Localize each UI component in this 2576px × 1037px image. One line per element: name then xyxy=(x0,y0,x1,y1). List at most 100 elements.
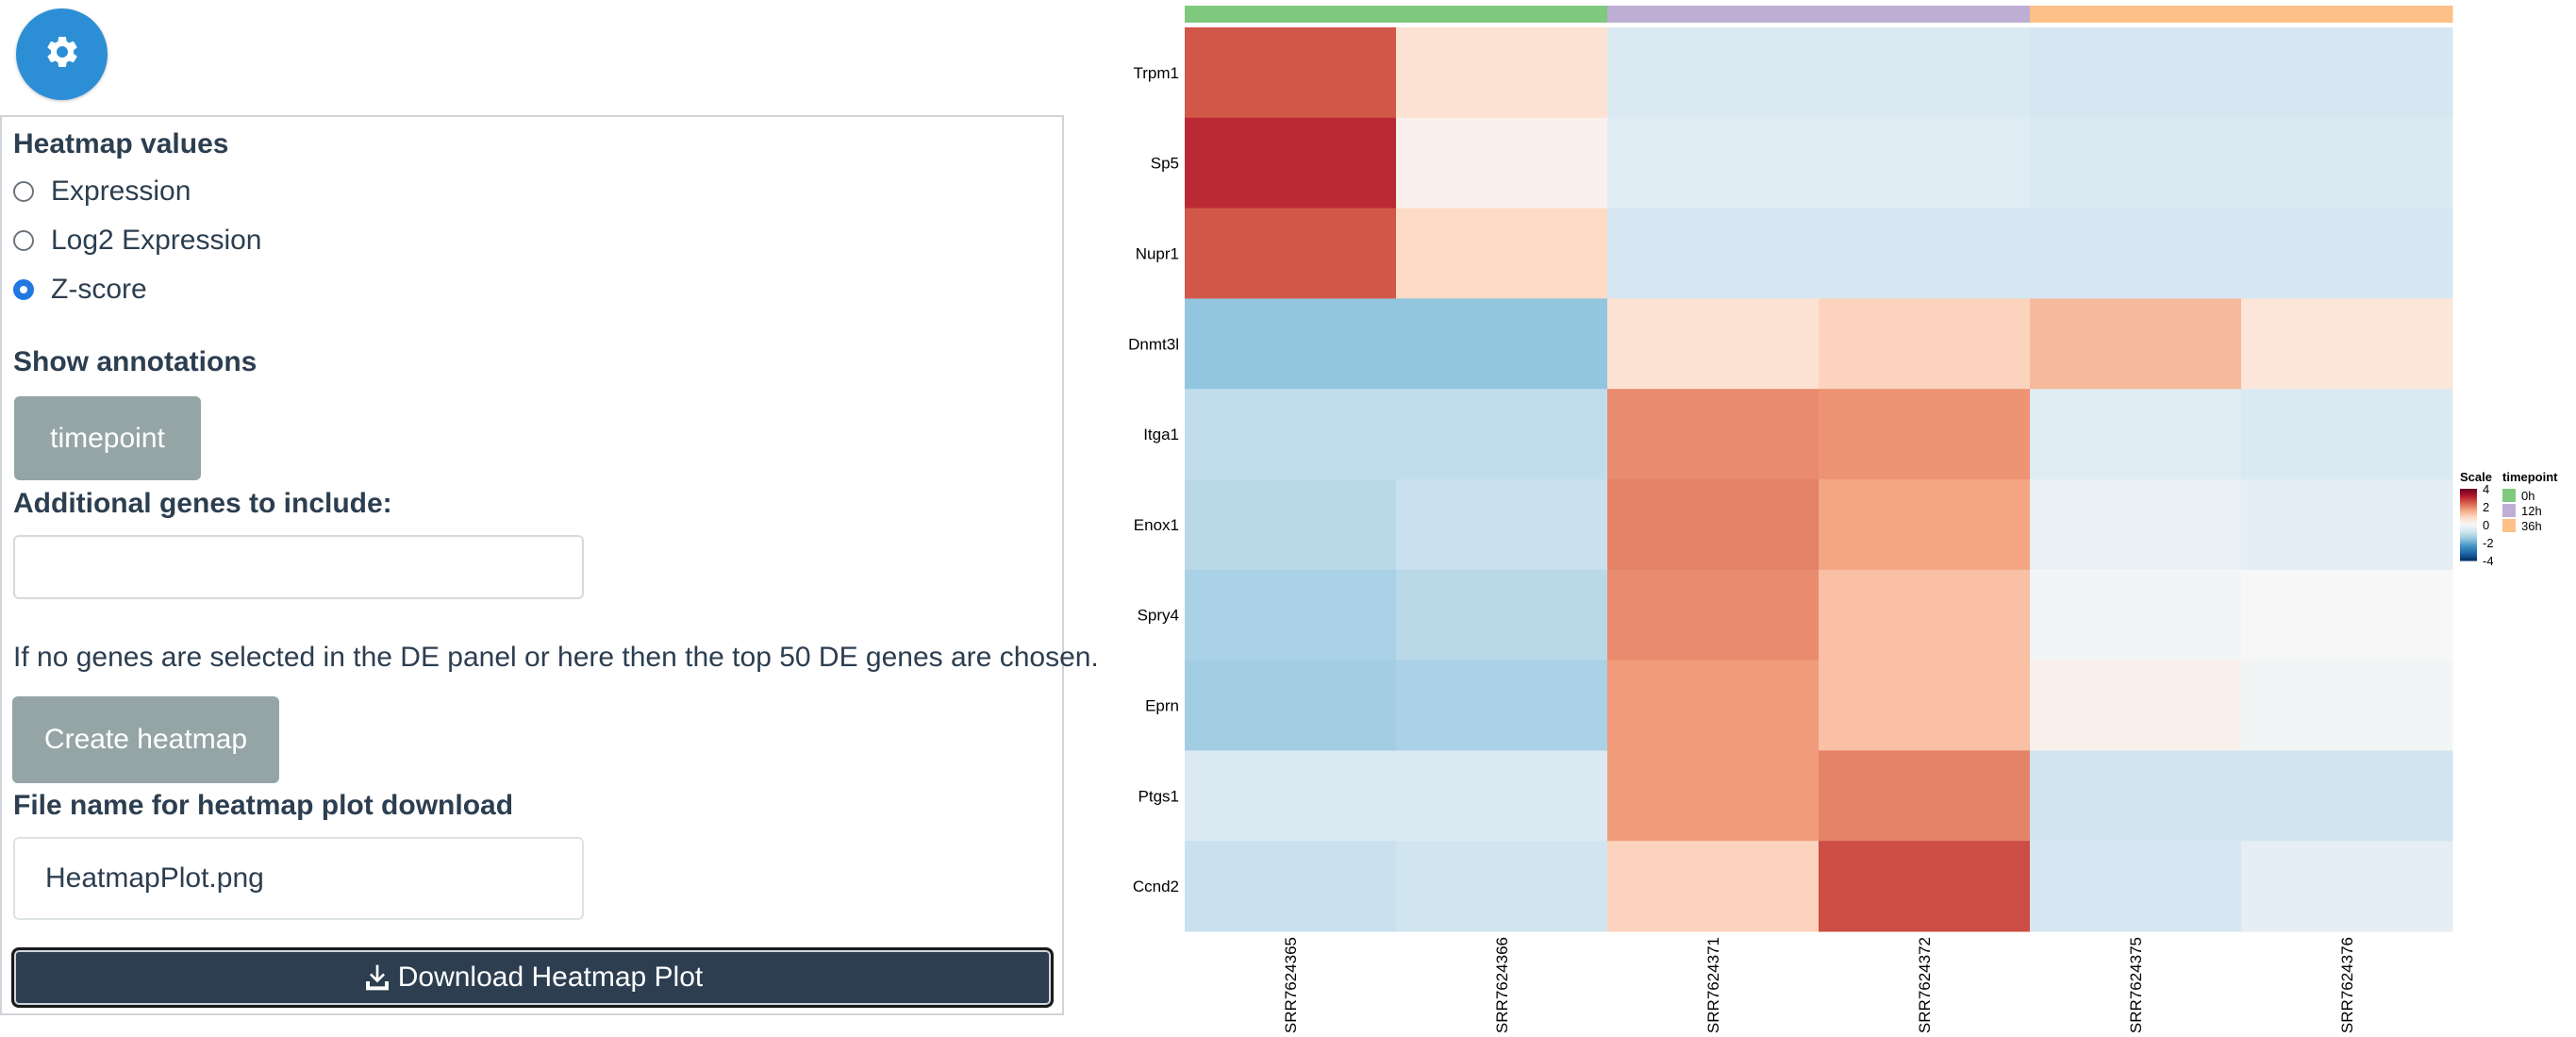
heatmap-cell xyxy=(2030,841,2242,932)
heatmap-cell xyxy=(1185,27,1397,119)
scale-gradient-step xyxy=(2460,490,2477,493)
radio-label-log2-expression: Log2 Expression xyxy=(51,225,262,256)
heatmap-cell xyxy=(2241,298,2453,390)
heatmap-cell xyxy=(1185,389,1397,480)
timepoint-annotation-bar xyxy=(1185,6,2453,23)
heatmap-cell xyxy=(1819,479,2031,571)
scale-gradient-step xyxy=(2460,519,2477,522)
heatmap-cell xyxy=(2030,117,2242,209)
heatmap-cell xyxy=(1819,569,2031,661)
radio-button[interactable] xyxy=(13,230,34,251)
heatmap-cell xyxy=(2241,841,2453,932)
scale-gradient-step xyxy=(2460,543,2477,545)
gear-icon xyxy=(43,33,81,75)
heatmap-cell xyxy=(2241,569,2453,661)
heatmap-cell xyxy=(2241,117,2453,209)
radio-label-z-score: Z-score xyxy=(51,274,147,305)
file-name-label: File name for heatmap plot download xyxy=(13,790,514,821)
heatmap-cell xyxy=(1607,750,1820,842)
scale-gradient-step xyxy=(2460,508,2477,511)
scale-gradient-step xyxy=(2460,553,2477,556)
download-heatmap-button[interactable]: Download Heatmap Plot xyxy=(11,947,1054,1008)
heatmap-cell xyxy=(2030,27,2242,119)
heatmap-cell xyxy=(1185,298,1397,390)
column-label: SRR7624371 xyxy=(1704,937,1722,1033)
radio-button-selected[interactable] xyxy=(13,279,34,300)
heatmap-cell xyxy=(2030,569,2242,661)
radio-log2-expression[interactable]: Log2 Expression xyxy=(13,225,261,257)
heatmap-cell xyxy=(1185,208,1397,299)
scale-gradient-step xyxy=(2460,529,2477,533)
radio-expression[interactable]: Expression xyxy=(13,176,191,208)
heatmap-cell xyxy=(1607,117,1820,209)
heatmap-cell xyxy=(1396,569,1608,661)
annotation-cell xyxy=(1185,6,1397,23)
heatmap-cell xyxy=(2030,389,2242,480)
heatmap-cell xyxy=(2241,208,2453,299)
scale-gradient-step xyxy=(2460,497,2477,500)
heatmap-cell xyxy=(2030,479,2242,571)
create-heatmap-button[interactable]: Create heatmap xyxy=(12,696,279,783)
additional-genes-input[interactable] xyxy=(13,535,584,599)
scale-gradient-step xyxy=(2460,495,2477,499)
heatmap-cell xyxy=(2241,389,2453,480)
annotation-cell xyxy=(2241,6,2453,23)
row-label: Dnmt3l xyxy=(1128,335,1179,353)
row-label: Sp5 xyxy=(1151,155,1179,173)
heatmap-cell xyxy=(1396,660,1608,751)
heatmap-cell xyxy=(1396,117,1608,209)
settings-button[interactable] xyxy=(16,8,108,100)
heatmap-cell xyxy=(2030,298,2242,390)
scale-gradient-step xyxy=(2460,531,2477,535)
radio-z-score[interactable]: Z-score xyxy=(13,274,147,306)
radio-button[interactable] xyxy=(13,181,34,202)
scale-gradient-step xyxy=(2460,505,2477,508)
download-icon xyxy=(362,962,392,993)
heatmap-cell xyxy=(1185,569,1397,661)
heatmap-cell xyxy=(2241,479,2453,571)
timepoint-legend-title: timepoint xyxy=(2502,470,2558,484)
file-name-input[interactable]: HeatmapPlot.png xyxy=(13,837,584,920)
heatmap-cell xyxy=(1607,298,1820,390)
row-label: Ccnd2 xyxy=(1133,878,1179,895)
heatmap-cell xyxy=(1819,27,2031,119)
scale-gradient-step xyxy=(2460,507,2477,510)
show-annotations-title: Show annotations xyxy=(13,346,258,377)
scale-gradient-step xyxy=(2460,535,2477,538)
genes-help-text: If no genes are selected in the DE panel… xyxy=(13,642,1099,673)
column-label: SRR7624366 xyxy=(1493,937,1511,1033)
scale-gradient-step xyxy=(2460,559,2477,561)
row-labels: Trpm1 Sp5 Nupr1 Dnmt3l Itga1 Enox1 Spry4 Eprn Pt… xyxy=(1128,64,1179,895)
scale-gradient-step xyxy=(2460,503,2477,506)
timepoint-legend-swatch xyxy=(2502,504,2516,517)
row-label: Spry4 xyxy=(1138,607,1179,625)
heatmap-cell xyxy=(1185,750,1397,842)
heatmap-cell xyxy=(1607,841,1820,932)
column-label: SRR7624372 xyxy=(1916,937,1934,1033)
annotation-cell xyxy=(1819,6,2031,23)
heatmap-cell xyxy=(1185,117,1397,209)
annotation-cell xyxy=(1607,6,1820,23)
annotation-cell xyxy=(2030,6,2242,23)
scale-gradient-step xyxy=(2460,527,2477,531)
scale-gradient-step xyxy=(2460,525,2477,527)
column-label: SRR7624365 xyxy=(1282,937,1300,1033)
row-label: Eprn xyxy=(1145,697,1179,715)
scale-gradient-step xyxy=(2460,547,2477,551)
heatmap-cell xyxy=(2030,750,2242,842)
scale-gradient-step xyxy=(2460,510,2477,513)
heatmap-cell xyxy=(1185,660,1397,751)
scale-tick-label: 0 xyxy=(2483,518,2489,532)
heatmap-cell xyxy=(1396,389,1608,480)
timepoint-annotation-button[interactable]: timepoint xyxy=(14,396,201,480)
scale-gradient-step xyxy=(2460,526,2477,529)
heatmap-cell xyxy=(1396,298,1608,390)
scale-gradient-step xyxy=(2460,499,2477,502)
heatmap-cell xyxy=(1819,298,2031,390)
heatmap-cell xyxy=(1607,479,1820,571)
heatmap-cell xyxy=(1607,660,1820,751)
heatmap-cell xyxy=(2030,208,2242,299)
scale-gradient-step xyxy=(2460,541,2477,544)
row-label: Enox1 xyxy=(1134,516,1179,534)
